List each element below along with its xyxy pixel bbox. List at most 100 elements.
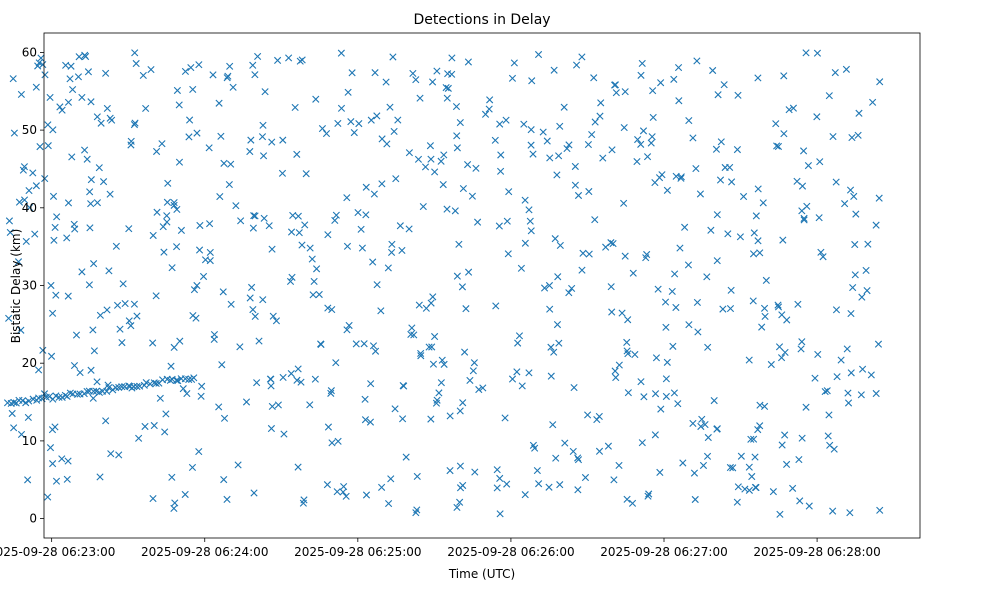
- data-point-marker: [357, 225, 365, 233]
- data-point-marker: [133, 382, 141, 391]
- data-point-marker: [751, 453, 759, 461]
- data-point-marker: [49, 126, 57, 134]
- data-point-marker: [24, 476, 32, 484]
- data-point-marker: [438, 356, 446, 364]
- data-point-marker: [843, 345, 851, 353]
- data-point-marker: [195, 61, 203, 69]
- data-point-marker: [685, 321, 693, 329]
- data-point-marker: [22, 237, 30, 246]
- data-point-marker: [676, 244, 684, 252]
- data-point-marker: [89, 394, 97, 402]
- data-point-marker: [604, 442, 612, 450]
- data-point-marker: [689, 134, 697, 142]
- data-point-marker: [250, 489, 258, 497]
- data-point-marker: [416, 94, 424, 102]
- data-point-marker: [391, 405, 399, 413]
- data-point-marker: [758, 323, 766, 331]
- data-point-marker: [80, 146, 89, 154]
- data-point-marker: [193, 281, 201, 290]
- data-point-marker: [752, 212, 760, 220]
- data-point-marker: [685, 116, 693, 125]
- data-point-marker: [629, 269, 637, 277]
- data-point-marker: [76, 368, 84, 377]
- data-point-marker: [713, 257, 721, 265]
- data-point-marker: [49, 309, 57, 317]
- data-point-marker: [158, 140, 166, 148]
- data-point-marker: [362, 183, 370, 191]
- data-point-marker: [496, 510, 504, 518]
- x-tick-label: 2025-09-28 06:23:00: [0, 545, 115, 559]
- data-point-marker: [227, 160, 235, 168]
- data-point-marker: [649, 113, 657, 122]
- data-point-marker: [456, 118, 464, 127]
- data-point-marker: [17, 90, 25, 99]
- data-point-marker: [534, 50, 543, 59]
- data-point-marker: [35, 366, 43, 374]
- data-point-marker: [751, 483, 760, 491]
- data-point-marker: [832, 178, 840, 186]
- data-point-marker: [175, 158, 184, 166]
- data-point-marker: [19, 397, 27, 405]
- data-point-marker: [85, 281, 93, 289]
- data-point-marker: [453, 503, 461, 512]
- data-point-marker: [459, 399, 467, 407]
- data-point-marker: [232, 202, 240, 210]
- data-point-marker: [662, 323, 670, 331]
- data-point-marker: [647, 139, 655, 147]
- data-point-marker: [469, 367, 477, 375]
- data-point-marker: [417, 352, 425, 360]
- data-point-marker: [343, 194, 351, 202]
- data-point-marker: [800, 216, 808, 224]
- data-point-marker: [597, 99, 605, 107]
- data-point-marker: [591, 216, 599, 224]
- data-point-marker: [470, 359, 478, 367]
- plot-frame: [43, 32, 921, 539]
- data-point-marker: [858, 293, 866, 301]
- data-point-marker: [96, 311, 104, 319]
- data-point-marker: [684, 261, 693, 269]
- data-point-marker: [599, 154, 607, 162]
- data-point-marker: [779, 236, 787, 244]
- data-point-marker: [39, 346, 47, 354]
- data-point-marker: [236, 343, 244, 351]
- data-point-marker: [218, 361, 226, 369]
- data-point-marker: [501, 414, 509, 422]
- data-point-marker: [837, 356, 845, 364]
- data-point-marker: [66, 75, 74, 83]
- data-point-marker: [701, 420, 709, 429]
- data-point-marker: [545, 281, 554, 290]
- data-point-marker: [745, 486, 753, 494]
- data-point-marker: [832, 306, 841, 314]
- data-point-marker: [185, 133, 193, 141]
- data-point-marker: [302, 170, 310, 178]
- data-point-marker: [251, 312, 259, 320]
- data-point-marker: [781, 348, 789, 357]
- data-point-marker: [19, 166, 27, 174]
- data-point-marker: [811, 374, 819, 382]
- data-point-marker: [366, 418, 375, 426]
- data-point-marker: [384, 500, 393, 508]
- data-point-marker: [615, 361, 623, 369]
- data-point-marker: [461, 348, 469, 356]
- data-point-marker: [504, 250, 512, 258]
- data-point-marker: [658, 171, 666, 179]
- data-point-marker: [745, 356, 753, 364]
- data-point-marker: [291, 103, 299, 112]
- data-point-marker: [830, 445, 838, 453]
- data-point-marker: [426, 142, 435, 150]
- data-point-marker: [176, 337, 184, 345]
- data-point-marker: [343, 242, 352, 250]
- data-point-marker: [70, 220, 78, 228]
- data-point-marker: [268, 245, 276, 253]
- data-point-marker: [41, 175, 49, 183]
- data-point-marker: [268, 138, 276, 146]
- data-point-marker: [83, 155, 91, 163]
- data-point-marker: [570, 383, 578, 392]
- data-point-marker: [358, 244, 366, 252]
- data-point-marker: [727, 286, 735, 294]
- data-point-marker: [571, 162, 579, 171]
- data-point-marker: [521, 239, 529, 247]
- data-point-marker: [661, 298, 670, 306]
- data-point-marker: [361, 395, 369, 403]
- data-point-marker: [164, 179, 172, 187]
